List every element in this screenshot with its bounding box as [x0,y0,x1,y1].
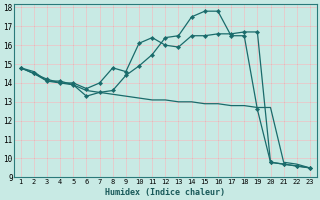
X-axis label: Humidex (Indice chaleur): Humidex (Indice chaleur) [105,188,225,197]
